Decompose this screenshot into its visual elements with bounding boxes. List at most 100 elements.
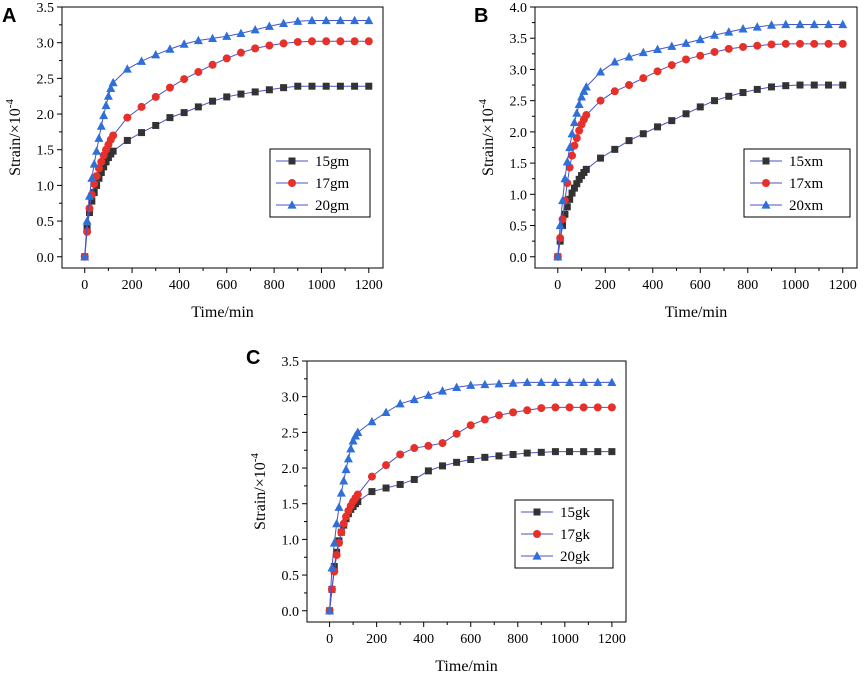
data-point xyxy=(795,19,805,29)
data-point xyxy=(308,82,316,90)
data-point xyxy=(838,19,848,29)
y-tick-label: 2.0 xyxy=(282,462,300,477)
data-point xyxy=(265,41,274,50)
data-point xyxy=(424,467,432,475)
y-tick-label: 3.5 xyxy=(37,1,55,16)
data-point xyxy=(279,39,288,48)
data-point xyxy=(410,475,418,483)
data-point xyxy=(681,38,691,47)
data-point xyxy=(568,151,577,160)
plot-frame xyxy=(61,6,384,269)
data-point xyxy=(223,93,231,101)
data-point xyxy=(209,97,217,105)
legend-marker xyxy=(288,157,296,165)
data-point xyxy=(563,203,571,211)
data-point xyxy=(550,377,560,387)
data-point xyxy=(767,40,776,49)
data-point xyxy=(335,15,345,25)
data-point xyxy=(329,538,339,547)
data-point xyxy=(90,179,99,188)
data-point xyxy=(194,67,203,76)
data-point xyxy=(824,19,834,29)
y-tick-label: 0.0 xyxy=(37,251,55,266)
data-point xyxy=(222,31,232,40)
plot-frame xyxy=(534,6,858,269)
data-point xyxy=(466,421,475,430)
x-axis-label: Time/min xyxy=(191,304,254,321)
data-point xyxy=(293,37,302,46)
data-point xyxy=(508,378,518,387)
data-point xyxy=(569,117,579,127)
legend-item: 20gk xyxy=(521,549,591,565)
legend-label: 17xm xyxy=(789,176,824,192)
data-point xyxy=(593,403,602,412)
data-point xyxy=(509,408,518,417)
y-tick-label: 3.0 xyxy=(37,37,55,52)
data-point xyxy=(810,81,818,89)
data-point xyxy=(597,154,605,162)
y-tick-label: 0.0 xyxy=(282,605,300,620)
x-tick-label: 200 xyxy=(595,278,616,293)
x-tick-label: 1200 xyxy=(598,632,626,647)
legend: 15xm 17xm 20xm xyxy=(743,148,851,218)
y-tick-label: 3.5 xyxy=(510,32,528,47)
data-point xyxy=(696,103,704,111)
x-tick-label: 800 xyxy=(737,278,758,293)
data-point xyxy=(596,67,606,76)
data-point xyxy=(350,37,359,46)
data-point xyxy=(327,563,337,572)
data-point xyxy=(654,123,662,131)
data-point xyxy=(109,147,117,155)
y-tick-label: 3.5 xyxy=(282,355,300,370)
data-point xyxy=(562,157,572,166)
data-point xyxy=(83,227,92,236)
data-point xyxy=(92,146,102,155)
data-point xyxy=(280,84,288,92)
data-point xyxy=(123,136,131,144)
x-tick-label: 600 xyxy=(460,632,481,647)
legend: 15gk 17gk 20gk xyxy=(514,499,614,569)
data-point xyxy=(711,97,719,105)
data-point xyxy=(668,117,676,125)
x-tick-label: 400 xyxy=(413,632,434,647)
data-point xyxy=(810,39,819,48)
x-tick-label: 600 xyxy=(690,278,711,293)
y-tick-label: 1.5 xyxy=(282,498,300,513)
data-point xyxy=(307,15,317,25)
legend-label: 20xm xyxy=(789,198,824,214)
data-point xyxy=(367,416,377,426)
data-point xyxy=(409,394,419,404)
y-axis-label-base: Strain/×10 xyxy=(252,462,269,530)
data-point xyxy=(236,48,245,57)
data-point xyxy=(293,16,303,25)
y-tick-label: 2.5 xyxy=(282,426,300,441)
y-axis-label-base: Strain/×10 xyxy=(7,108,24,176)
x-tick-label: 1000 xyxy=(307,278,335,293)
data-point xyxy=(768,83,776,91)
x-tick-label: 1200 xyxy=(355,278,383,293)
x-tick-label: 0 xyxy=(81,278,88,293)
y-axis-label: Strain/×10-4 xyxy=(4,99,24,176)
chart-panel-b: B 0 200 400 600 800 1000 1200 0.0 0.5 1.0 1.5 2.0 2.5… xyxy=(474,1,858,321)
data-point xyxy=(251,88,259,96)
data-point xyxy=(560,173,570,183)
data-point xyxy=(208,60,217,69)
data-point xyxy=(838,39,847,48)
data-point xyxy=(97,157,106,166)
data-point xyxy=(509,450,517,458)
y-axis-label-exponent: -4 xyxy=(249,453,261,463)
data-point xyxy=(294,82,302,90)
data-point xyxy=(568,189,576,197)
y-tick-label: 3.0 xyxy=(282,391,300,406)
data-point xyxy=(322,82,330,90)
legend-label: 15xm xyxy=(789,154,824,170)
x-tick-label: 0 xyxy=(554,278,561,293)
data-point xyxy=(166,114,174,122)
data-point xyxy=(102,158,110,166)
legend: 15gm 17gm 20gm xyxy=(269,148,371,218)
data-point xyxy=(346,443,356,453)
data-point xyxy=(753,85,761,93)
data-point xyxy=(180,109,188,117)
data-point xyxy=(92,172,101,181)
data-point xyxy=(752,22,762,31)
